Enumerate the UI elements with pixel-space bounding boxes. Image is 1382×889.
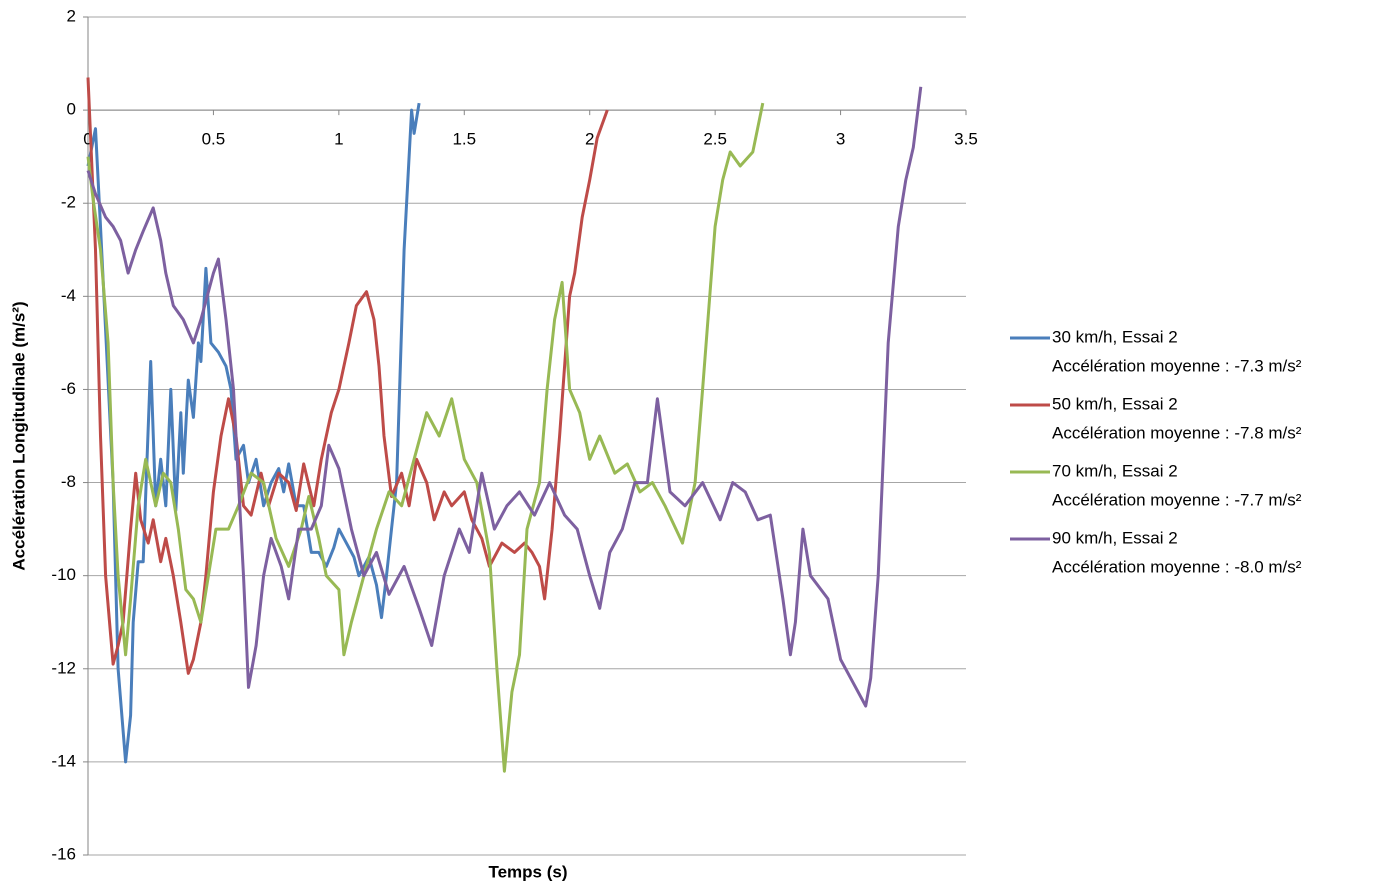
legend-label: 90 km/h, Essai 2 xyxy=(1052,528,1178,547)
x-tick-label: 3.5 xyxy=(954,130,978,149)
x-tick-label: 0 xyxy=(83,130,92,149)
x-axis-title: Temps (s) xyxy=(488,862,567,881)
y-axis-title: Accélération Longitudinale (m/s²) xyxy=(9,301,28,570)
y-tick-label: -8 xyxy=(61,472,76,491)
x-tick-label: 1.5 xyxy=(452,130,476,149)
legend-label: 50 km/h, Essai 2 xyxy=(1052,394,1178,413)
legend-note: Accélération moyenne : -7.8 m/s² xyxy=(1052,423,1302,442)
legend-label: 70 km/h, Essai 2 xyxy=(1052,461,1178,480)
x-tick-label: 3 xyxy=(836,130,845,149)
y-tick-label: -4 xyxy=(61,286,76,305)
y-tick-label: 0 xyxy=(67,100,76,119)
y-tick-label: -6 xyxy=(61,379,76,398)
x-tick-label: 0.5 xyxy=(202,130,226,149)
legend-note: Accélération moyenne : -7.3 m/s² xyxy=(1052,356,1302,375)
y-tick-label: -2 xyxy=(61,193,76,212)
series-line xyxy=(86,86,923,708)
y-tick-label: -16 xyxy=(51,844,76,863)
series-line xyxy=(86,77,609,675)
x-tick-label: 1 xyxy=(334,130,343,149)
series-line xyxy=(86,102,765,773)
y-tick-label: -14 xyxy=(51,751,76,770)
legend-note: Accélération moyenne : -8.0 m/s² xyxy=(1052,557,1302,576)
x-tick-label: 2.5 xyxy=(703,130,727,149)
y-tick-label: 2 xyxy=(67,6,76,25)
legend-note: Accélération moyenne : -7.7 m/s² xyxy=(1052,490,1302,509)
y-tick-label: -10 xyxy=(51,565,76,584)
y-tick-label: -12 xyxy=(51,658,76,677)
x-tick-label: 2 xyxy=(585,130,594,149)
legend-label: 30 km/h, Essai 2 xyxy=(1052,327,1178,346)
